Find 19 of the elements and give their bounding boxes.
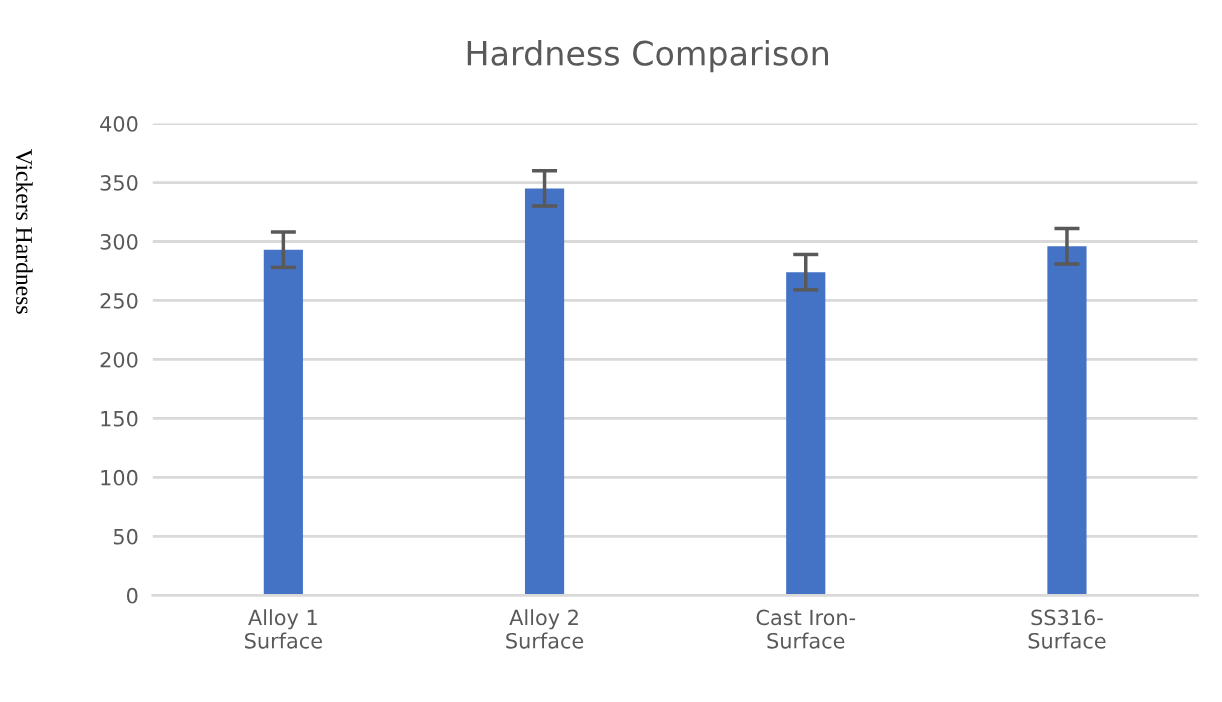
y-tick-label: 300	[100, 233, 138, 250]
bar	[786, 272, 826, 596]
bar	[263, 249, 303, 596]
y-tick-label: 400	[100, 116, 138, 132]
y-axis-title: Vickers Hardness	[15, 149, 33, 314]
x-tick-label: Alloy 2 Surface	[506, 609, 584, 649]
bar	[524, 188, 565, 596]
x-tick-label: Alloy 1 Surface	[245, 609, 322, 649]
y-tick-label: 350	[100, 174, 138, 191]
y-tick-label: 250	[100, 292, 138, 309]
y-tick-label: 150	[101, 410, 138, 427]
y-tick-label: 0	[126, 587, 138, 604]
y-tick-label: 200	[100, 351, 138, 368]
y-tick-label: 100	[101, 469, 138, 486]
chart-title: Hardness Comparison	[467, 40, 828, 73]
bar	[1047, 246, 1087, 596]
x-tick-label: SS316- Surface	[1028, 609, 1106, 649]
x-tick-label: Cast Iron- Surface	[756, 609, 856, 649]
y-tick-label: 50	[113, 528, 138, 545]
